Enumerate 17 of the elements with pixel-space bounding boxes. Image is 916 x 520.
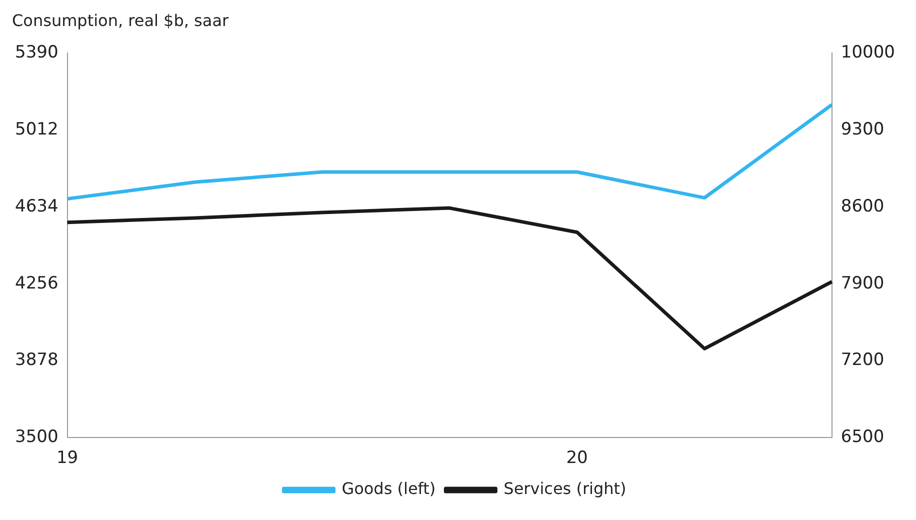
y2-tick-label: 7900	[840, 273, 884, 294]
x-tick-label: 19	[56, 448, 78, 468]
legend-label: Goods (left)	[342, 479, 436, 498]
y-tick-label: 4634	[15, 196, 58, 216]
x-tick-label: 20	[566, 448, 588, 468]
y-tick-label: 5390	[15, 42, 58, 63]
y2-tick-label: 10000	[840, 42, 896, 63]
y-tick-label: 3500	[15, 427, 58, 448]
y-tick-label: 5012	[15, 120, 58, 140]
y2-tick-label: 7200	[840, 350, 884, 370]
y-tick-label: 3878	[15, 350, 58, 370]
y2-tick-label: 8600	[840, 196, 884, 216]
y2-tick-label: 9300	[840, 120, 884, 140]
legend-label: Services (right)	[504, 479, 626, 498]
y-axis-title: Consumption, real $b, saar	[12, 10, 229, 30]
y-tick-label: 4256	[15, 273, 58, 294]
y2-tick-label: 6500	[840, 427, 884, 448]
